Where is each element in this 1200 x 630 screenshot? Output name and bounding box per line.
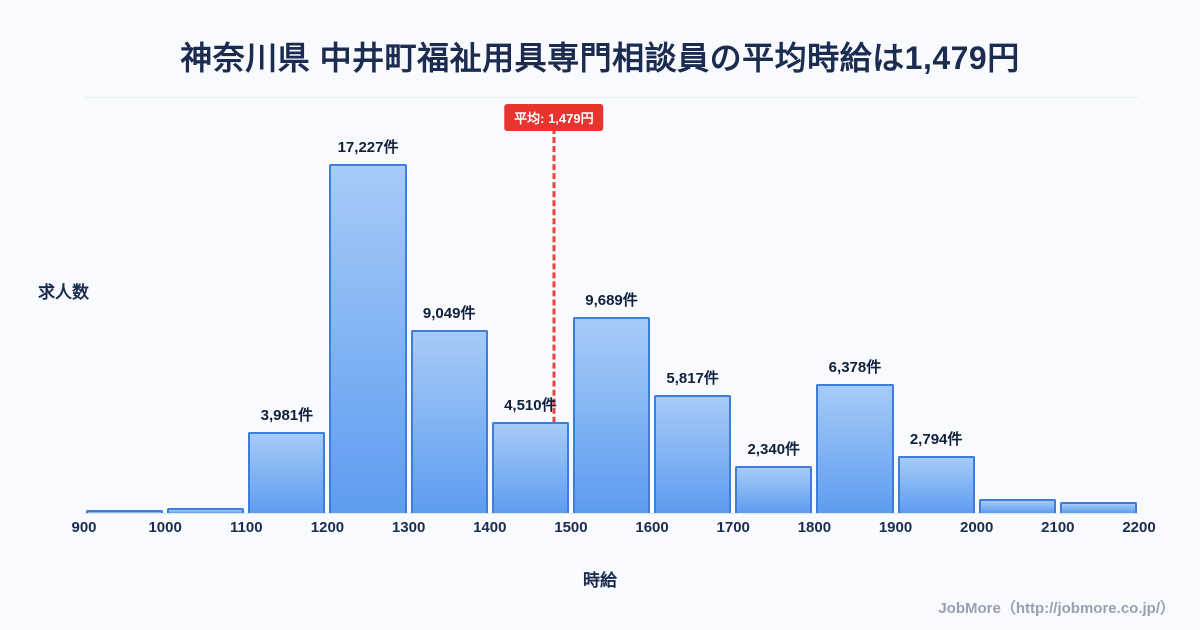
histogram-bar <box>654 395 732 513</box>
x-tick-label: 2000 <box>960 519 994 536</box>
histogram-bar <box>897 456 975 513</box>
bar-value-label: 9,049件 <box>422 304 476 322</box>
bar-value-label: 3,981件 <box>260 407 314 425</box>
x-axis-ticks: 900 1000 1100 1200 1300 1400 1500 1600 1700 1800 1… <box>71 519 1155 539</box>
histogram-bar <box>816 383 894 513</box>
bar-value-label: 5,817件 <box>666 370 719 388</box>
histogram-bar <box>978 498 1056 513</box>
bar-value-label: 2,340件 <box>747 440 801 458</box>
average-line <box>552 128 556 513</box>
x-tick-label: 1600 <box>635 519 669 536</box>
bar-value-label: 17,227件 <box>337 139 399 156</box>
plot-area: 平均: 1,479円 3,981件 17,227件 9,049件 4,510件 9,68… <box>84 97 1139 514</box>
average-badge: 平均: 1,479円 <box>504 104 604 131</box>
credit-text: JobMore（http://jobmore.co.jp/） <box>938 600 1175 617</box>
x-tick-label: 2200 <box>1122 519 1156 536</box>
x-tick-label: 2100 <box>1041 519 1075 536</box>
histogram-bar <box>329 164 407 513</box>
bar-value-label: 9,689件 <box>585 291 638 309</box>
bar-value-label: 6,378件 <box>828 358 882 376</box>
x-tick-label: 1200 <box>310 519 345 536</box>
x-tick-label: 1500 <box>554 519 588 536</box>
x-tick-label: 900 <box>71 519 97 536</box>
x-tick-label: 1900 <box>878 519 913 536</box>
histogram-bar <box>491 421 569 513</box>
histogram-bar <box>86 509 164 513</box>
histogram-bar <box>735 465 813 513</box>
histogram-bar <box>572 316 651 513</box>
x-tick-label: 1100 <box>230 519 263 536</box>
histogram-bar <box>1059 501 1137 513</box>
bar-value-label: 4,510件 <box>504 396 557 414</box>
x-tick-label: 1300 <box>391 519 426 536</box>
x-tick-label: 1000 <box>148 519 182 536</box>
bar-value-label: 2,794件 <box>909 431 963 449</box>
chart-title: 神奈川県 中井町福祉用具専門相談員の平均時給は1,479円 <box>180 40 1020 76</box>
histogram-bar <box>248 432 326 513</box>
histogram-bar <box>410 329 488 513</box>
y-axis-label: 求人数 <box>38 283 89 302</box>
x-tick-label: 1700 <box>716 519 750 536</box>
x-tick-label: 1400 <box>473 519 507 536</box>
x-axis-label: 時給 <box>583 571 617 590</box>
x-tick-label: 1800 <box>797 519 832 536</box>
histogram-bar <box>167 507 245 513</box>
